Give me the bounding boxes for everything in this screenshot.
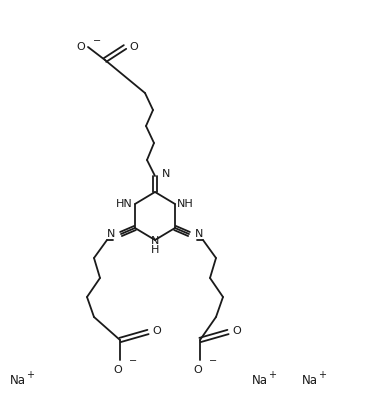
Text: O: O xyxy=(114,365,122,375)
Text: N: N xyxy=(151,236,159,246)
Text: Na: Na xyxy=(302,373,318,386)
Text: NH: NH xyxy=(177,199,194,209)
Text: O: O xyxy=(193,365,202,375)
Text: Na: Na xyxy=(10,373,26,386)
Text: H: H xyxy=(151,245,159,255)
Text: N: N xyxy=(107,229,115,239)
Text: +: + xyxy=(26,370,34,380)
Text: −: − xyxy=(93,36,101,46)
Text: −: − xyxy=(129,356,137,366)
Text: Na: Na xyxy=(252,373,268,386)
Text: O: O xyxy=(152,326,161,336)
Text: O: O xyxy=(76,42,85,52)
Text: N: N xyxy=(195,229,203,239)
Text: +: + xyxy=(268,370,276,380)
Text: N: N xyxy=(162,169,170,179)
Text: −: − xyxy=(209,356,217,366)
Text: HN: HN xyxy=(116,199,133,209)
Text: O: O xyxy=(129,42,138,52)
Text: O: O xyxy=(232,326,241,336)
Text: +: + xyxy=(318,370,326,380)
